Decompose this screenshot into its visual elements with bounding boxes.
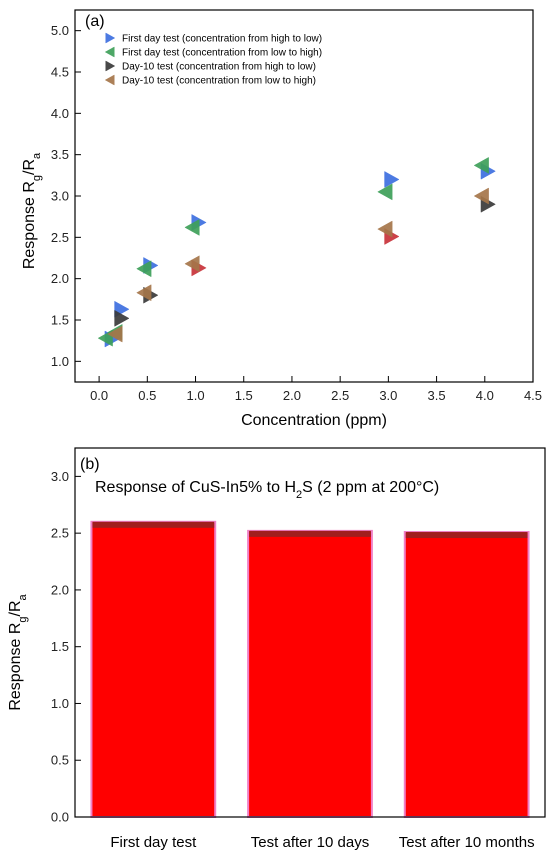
data-point-series-1 [384,171,400,188]
bar-1 [90,520,217,818]
panel-b-ticks: 0.0 0.5 1.0 1.5 2.0 2.5 3.0 [51,469,81,825]
panel-a-x-tick-label: 0.0 [90,388,108,403]
data-point-series-3 [114,309,130,327]
data-point-series-2 [184,218,200,236]
data-point-series-4 [136,284,152,302]
panel-a-y-tick-label: 2.5 [51,230,69,245]
label-part: Response R [7,623,24,711]
data-point-series-4 [107,325,123,343]
subscript: g [17,616,29,622]
panel-b-y-tick-label: 2.0 [51,582,69,597]
panel-a-y-tick-label: 1.5 [51,313,69,328]
panel-a-x-tick-label: 3.5 [428,388,446,403]
panel-b-bars: First day test Test after 10 days Test aft… [90,520,535,851]
panel-b-annotation: Response of CuS-In5% to H2S (2 ppm at 20… [95,479,439,501]
panel-a-y-axis-label: Response Rg/Ra [21,152,43,269]
legend-marker-series-2 [104,46,115,58]
panel-b-y-tick-label: 2.5 [51,526,69,541]
panel-b-label: (b) [80,456,100,473]
bar-3 [403,531,530,818]
panel-a-x-tick-label: 2.0 [283,388,301,403]
panel-b-y-tick-label: 1.0 [51,696,69,711]
label-part: S (2 ppm at 200°C) [302,479,439,496]
panel-a-x-tick-label: 4.5 [524,388,542,403]
panel-b-y-axis-label: Response Rg/Ra [7,593,29,710]
panel-a-ticks: 0.0 0.5 1.0 1.5 2.0 2.5 3.0 3.5 4.0 4.5 1.0 1.5 2.0 2… [51,23,542,403]
data-point-series-4 [377,220,393,238]
panel-b-plot-frame [74,447,546,818]
panel-b-y-tick-label: 0.0 [51,810,69,825]
panel-a-x-tick-label: 4.0 [476,388,494,403]
label-part: Response R [21,181,38,269]
panel-a-legend: First day test (concentration from high … [104,32,322,87]
legend-marker-series-1 [105,32,116,44]
panel-a-points [97,156,496,348]
subscript: g [31,175,43,181]
panel-a-x-tick-label: 1.5 [235,388,253,403]
data-point-series-4 [473,187,489,205]
legend-label-series-2: First day test (concentration from low t… [122,48,322,59]
panel-b-y-tick-label: 1.5 [51,639,69,654]
subscript: 2 [296,489,302,501]
panel-a-y-tick-label: 4.5 [51,65,69,80]
legend-label-series-4: Day-10 test (concentration from low to h… [122,76,316,87]
panel-b-y-tick-label: 0.5 [51,753,69,768]
label-part: /R [7,600,24,616]
legend-label-series-1: First day test (concentration from high … [122,34,322,45]
label-part: Response of CuS-In5% to H [95,479,296,496]
data-point-series-4 [184,255,200,273]
bar-top-edge [405,532,528,539]
subscript: a [17,593,29,600]
category-label: First day test [110,834,197,851]
subscript: a [31,152,43,159]
panel-a-y-tick-label: 2.0 [51,271,69,286]
panel-a-x-tick-label: 2.5 [331,388,349,403]
panel-a-label: (a) [85,13,105,30]
legend-marker-series-3 [105,60,116,72]
panel-a-y-tick-label: 1.0 [51,354,69,369]
panel-a-x-axis-label: Concentration (ppm) [241,412,387,429]
panel-a-x-tick-label: 1.0 [186,388,204,403]
label-part: /R [21,159,38,175]
panel-a-x-tick-label: 0.5 [138,388,156,403]
panel-b-bar-chart: First day test Test after 10 days Test aft… [7,447,546,851]
panel-a-y-tick-label: 3.5 [51,147,69,162]
bar-top-edge [249,530,371,537]
panel-a-y-tick-label: 4.0 [51,106,69,121]
category-label: Test after 10 months [399,834,535,851]
bar-2 [247,529,373,818]
panel-a-y-tick-label: 3.0 [51,189,69,204]
data-point-series-2 [473,156,489,174]
panel-a-x-tick-label: 3.0 [379,388,397,403]
panel-a-scatter-chart: 0.0 0.5 1.0 1.5 2.0 2.5 3.0 3.5 4.0 4.5 1.0 1.5 2.0 2… [21,9,542,429]
legend-label-series-3: Day-10 test (concentration from high to … [122,62,316,73]
panel-a-y-tick-label: 5.0 [51,23,69,38]
data-point-series-2 [136,260,152,278]
panel-b-y-tick-label: 3.0 [51,469,69,484]
bar-top-edge [92,521,215,528]
legend-marker-series-4 [104,74,115,86]
category-label: Test after 10 days [251,834,369,851]
data-point-series-2 [377,183,393,201]
